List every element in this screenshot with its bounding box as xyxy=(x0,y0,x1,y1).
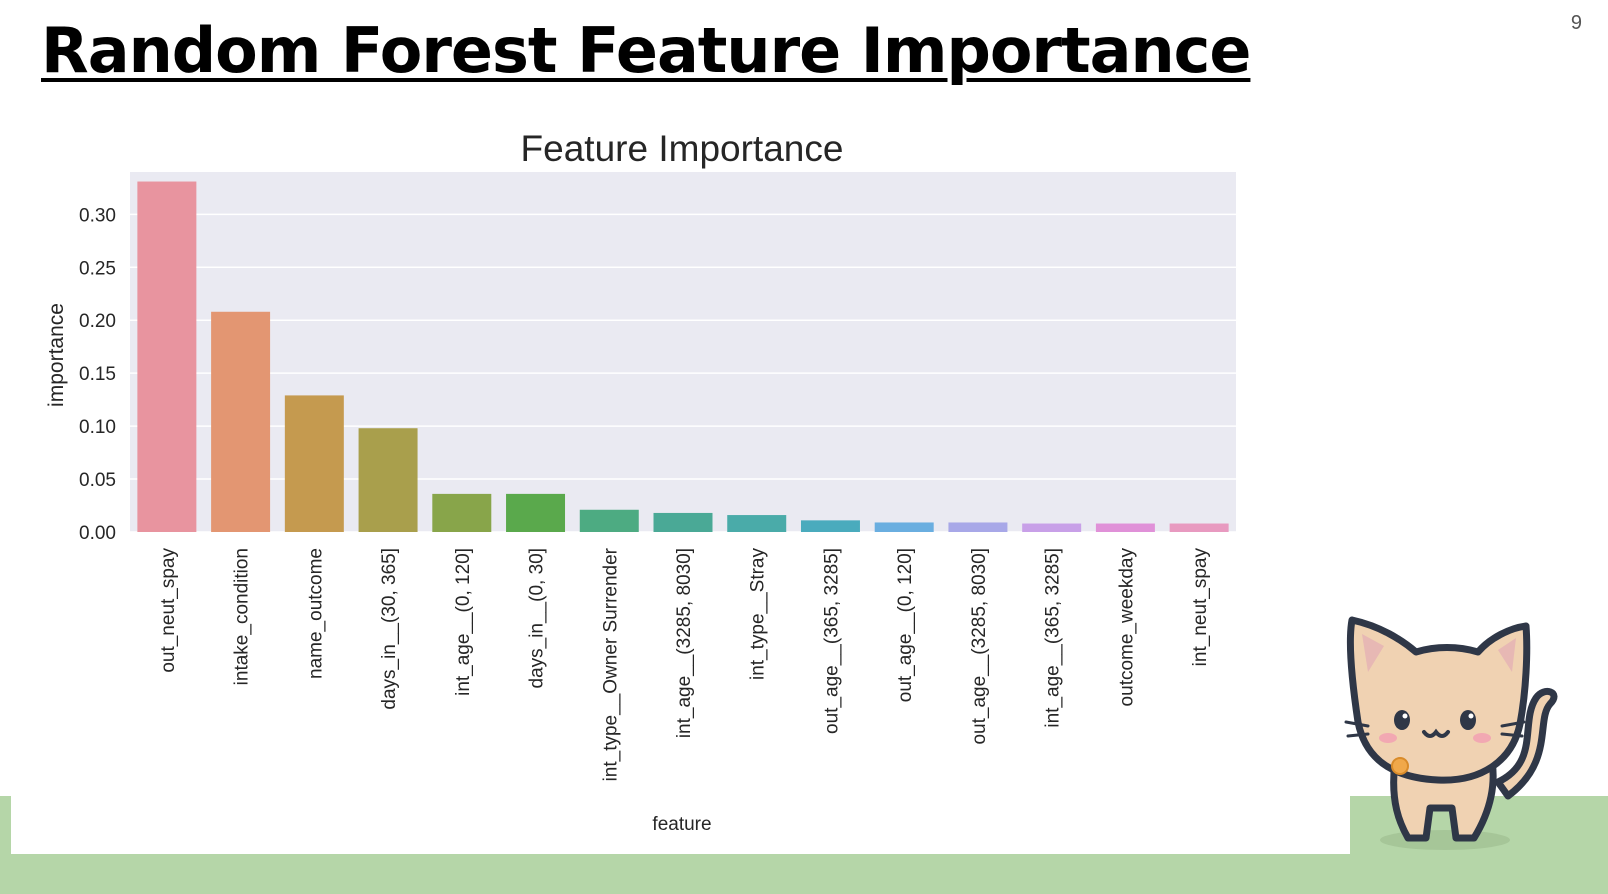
ground-strip-left xyxy=(0,796,11,858)
x-tick-label: out_age__(365, 3285] xyxy=(821,548,842,734)
bar xyxy=(506,493,566,532)
x-tick-label: outcome_weekday xyxy=(1116,548,1137,707)
bar xyxy=(137,181,197,532)
x-tick-label: int_age__(0, 120] xyxy=(453,548,474,696)
y-tick-label: 0.05 xyxy=(79,470,116,491)
slide-title: Random Forest Feature Importance xyxy=(41,14,1251,87)
y-tick-label: 0.30 xyxy=(79,205,116,226)
x-tick-label: int_neut_spay xyxy=(1190,548,1211,667)
x-tick-label: int_age__(365, 3285] xyxy=(1043,548,1064,728)
bar xyxy=(948,522,1008,532)
bar xyxy=(358,428,418,532)
ground-strip-bottom xyxy=(0,854,1608,894)
x-tick-label: out_neut_spay xyxy=(158,548,179,673)
bar xyxy=(432,493,492,532)
bar xyxy=(874,522,934,532)
y-tick-label: 0.00 xyxy=(79,523,116,544)
bar xyxy=(727,515,787,532)
bars xyxy=(137,181,1229,532)
x-tick-label: days_in__(30, 365] xyxy=(379,548,400,710)
bar xyxy=(284,395,344,532)
x-tick-labels: out_neut_spay intake_condition name_outcom… xyxy=(158,547,1211,781)
bar xyxy=(653,512,713,532)
page-number: 9 xyxy=(1570,12,1582,34)
bar xyxy=(800,520,860,532)
x-tick-label: int_type__Owner Surrender xyxy=(600,547,621,781)
y-axis-label: importance xyxy=(45,303,68,407)
y-tick-label: 0.15 xyxy=(79,364,116,385)
feature-importance-chart: Feature Importance 0.000.050.100.150.200… xyxy=(45,128,1236,830)
x-tick-label: out_age__(0, 120] xyxy=(895,548,916,702)
bar xyxy=(1022,523,1082,532)
y-tick-label: 0.25 xyxy=(79,258,116,279)
x-tick-label: out_age__(3285, 8030] xyxy=(969,548,990,745)
bar xyxy=(1095,523,1155,532)
x-tick-label: int_age__(3285, 8030] xyxy=(674,548,695,738)
x-tick-label: name_outcome xyxy=(305,548,326,679)
bar xyxy=(211,311,271,532)
x-tick-label: int_type__Stray xyxy=(748,548,769,681)
y-tick-label: 0.10 xyxy=(79,417,116,438)
x-tick-label: days_in__(0, 30] xyxy=(527,548,548,689)
x-axis-label: feature xyxy=(652,814,711,830)
chart-title: Feature Importance xyxy=(521,128,844,169)
bar xyxy=(579,509,639,532)
y-tick-labels: 0.00 0.05 0.10 0.15 0.20 0.25 0.30 xyxy=(79,205,116,544)
bar xyxy=(1169,523,1229,532)
cat-mascot-icon xyxy=(1344,616,1558,850)
y-tick-label: 0.20 xyxy=(79,311,116,332)
x-tick-label: intake_condition xyxy=(232,548,253,685)
